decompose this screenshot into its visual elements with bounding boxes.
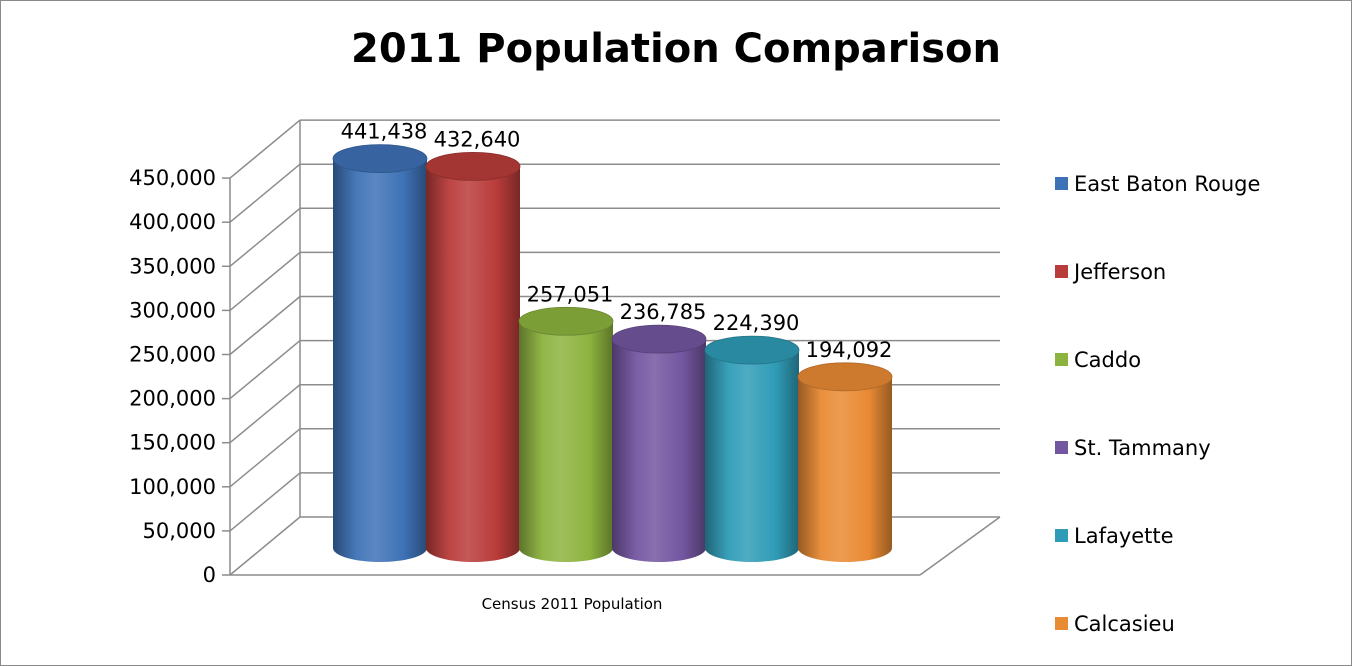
gridline-diagonal [229,251,301,311]
bar-body [426,166,520,563]
bar [425,152,521,563]
legend-label: Jefferson [1074,260,1167,284]
gridline-diagonal [229,207,301,267]
y-tick-label: 450,000 [129,166,216,190]
bar-top [704,335,800,365]
y-tick-label: 350,000 [129,254,216,278]
bar-series [332,144,893,563]
legend-label: St. Tammany [1074,436,1211,460]
y-tick-label: 150,000 [129,431,216,455]
legend-item: St. Tammany [1055,436,1211,460]
gridline-diagonal [229,384,301,444]
floor-right-edge [919,516,1001,576]
legend-swatch [1055,177,1068,190]
bar-body [519,321,613,562]
bar [797,362,893,562]
bar-top [332,144,428,174]
legend-swatch [1055,353,1068,366]
legend-item: Lafayette [1055,524,1174,548]
legend-swatch [1055,617,1068,630]
y-axis-ticks: 0 50,000 100,000 150,000 200,000 250,000 300,0… [129,166,216,587]
y-tick-label: 100,000 [129,475,216,499]
gridline-diagonal [229,428,301,488]
legend-item: Calcasieu [1055,612,1175,636]
gridline-diagonal [229,163,301,223]
legend-swatch [1055,441,1068,454]
y-tick-label: 200,000 [129,387,216,411]
legend-item: Caddo [1055,348,1141,372]
data-label: 441,438 [341,120,428,144]
legend-label: East Baton Rouge [1074,172,1261,196]
y-tick-label: 300,000 [129,298,216,322]
chart-title: 2011 Population Comparison [351,26,1001,72]
y-tick-label: 250,000 [129,343,216,367]
y-tick-label: 50,000 [143,519,216,543]
bar-top [518,306,614,336]
gridline-diagonal [229,119,301,179]
legend-label: Calcasieu [1074,612,1175,636]
gridline-diagonal [229,295,301,356]
data-label: 194,092 [806,338,893,362]
data-label: 257,051 [527,282,614,306]
bar [704,335,800,562]
legend-swatch [1055,529,1068,542]
y-tick-label: 400,000 [129,210,216,234]
legend-label: Lafayette [1074,524,1174,548]
bar [611,324,707,562]
bar [518,306,614,562]
bar-top [611,324,707,354]
gridline-diagonal [229,516,301,576]
y-tick-label: 0 [203,563,216,587]
data-label: 236,785 [620,300,707,324]
gridline-diagonal [229,472,301,532]
gridline-diagonal [229,340,301,400]
legend-item: East Baton Rouge [1055,172,1260,196]
legend-swatch [1055,265,1068,278]
x-category-label: Census 2011 Population [482,595,663,613]
legend-label: Caddo [1074,348,1142,372]
bar [332,144,428,562]
bar-top [797,362,893,392]
legend-item: Jefferson [1055,260,1166,284]
data-label: 432,640 [434,127,521,151]
bar-body [705,350,799,562]
bar-body [798,376,892,562]
bar-top [425,152,521,181]
bar-body [333,158,427,562]
data-label: 224,390 [713,311,800,335]
bar-body [612,339,706,562]
